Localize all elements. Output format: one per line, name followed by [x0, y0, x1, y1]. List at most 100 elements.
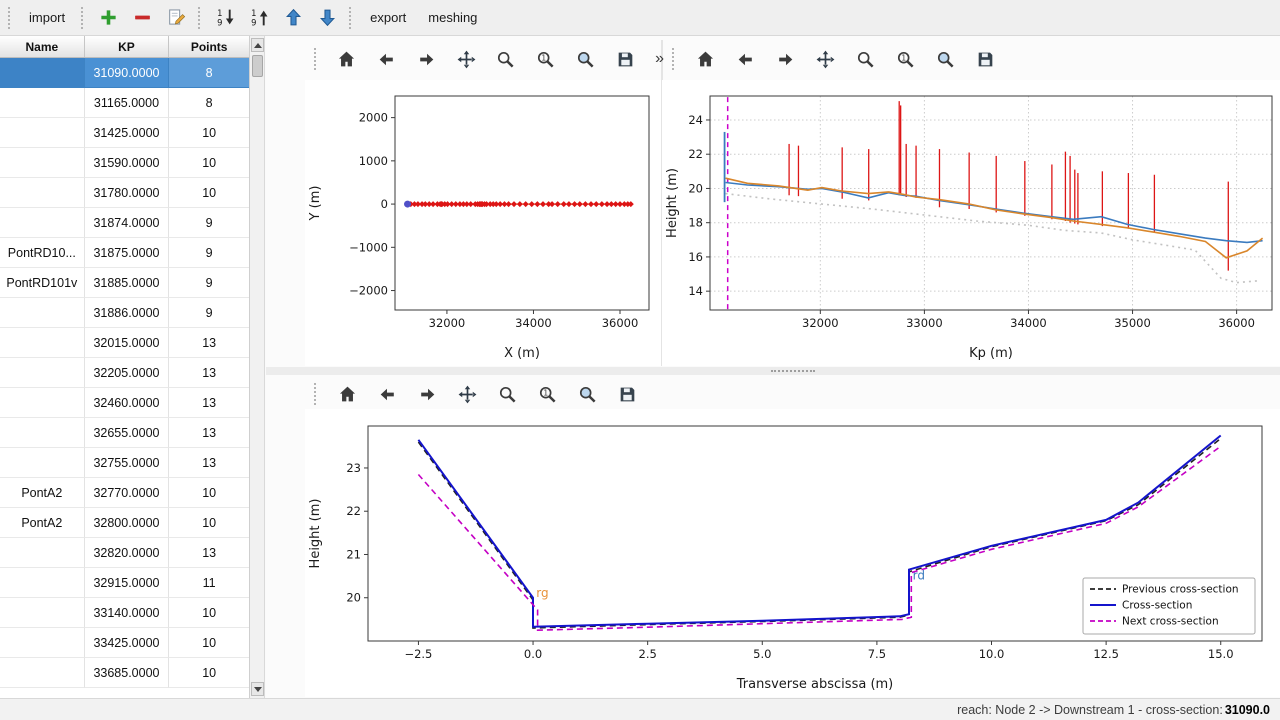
- cell-points[interactable]: 8: [169, 88, 249, 118]
- cell-points[interactable]: 9: [169, 238, 249, 268]
- cell-kp[interactable]: 31885.0000: [84, 268, 170, 298]
- zoom-original-icon[interactable]: 1: [532, 45, 560, 73]
- cell-name[interactable]: [0, 658, 85, 688]
- cell-kp[interactable]: 31165.0000: [84, 88, 170, 118]
- back-icon[interactable]: [373, 45, 401, 73]
- cell-points[interactable]: 10: [169, 148, 249, 178]
- cell-name[interactable]: [0, 88, 85, 118]
- scrollbar-thumb[interactable]: [252, 55, 263, 77]
- cell-points[interactable]: 13: [169, 328, 249, 358]
- cell-kp[interactable]: 31425.0000: [84, 118, 170, 148]
- cell-points[interactable]: 10: [169, 508, 249, 538]
- cell-name[interactable]: PontRD101v: [0, 268, 85, 298]
- table-row[interactable]: 32460.0000 13: [0, 388, 249, 418]
- table-row[interactable]: 32205.0000 13: [0, 358, 249, 388]
- cell-name[interactable]: [0, 178, 85, 208]
- cell-points[interactable]: 13: [169, 418, 249, 448]
- cell-kp[interactable]: 31886.0000: [84, 298, 170, 328]
- zoom-fit-icon[interactable]: [573, 380, 601, 408]
- cell-kp[interactable]: 31590.0000: [84, 148, 170, 178]
- cell-name[interactable]: PontA2: [0, 508, 85, 538]
- cell-points[interactable]: 11: [169, 568, 249, 598]
- horizontal-splitter[interactable]: [266, 367, 1280, 375]
- save-icon[interactable]: [611, 45, 639, 73]
- table-row[interactable]: 31425.0000 10: [0, 118, 249, 148]
- cell-kp[interactable]: 32205.0000: [84, 358, 170, 388]
- cell-points[interactable]: 13: [169, 358, 249, 388]
- zoom-fit-icon[interactable]: [931, 45, 959, 73]
- cell-points[interactable]: 13: [169, 448, 249, 478]
- zoom-fit-icon[interactable]: [572, 45, 600, 73]
- scrollbar-down-icon[interactable]: [251, 682, 264, 696]
- table-row[interactable]: 31090.0000 8: [0, 58, 249, 88]
- import-button[interactable]: import: [29, 10, 66, 25]
- cell-name[interactable]: [0, 328, 85, 358]
- zoom-icon[interactable]: [492, 45, 520, 73]
- forward-icon[interactable]: [413, 380, 441, 408]
- toolbar-grip[interactable]: [314, 383, 319, 405]
- cell-name[interactable]: PontA2: [0, 478, 85, 508]
- table-row[interactable]: 31886.0000 9: [0, 298, 249, 328]
- zoom-icon[interactable]: [851, 45, 879, 73]
- table-row[interactable]: 33685.0000 10: [0, 658, 249, 688]
- cell-kp[interactable]: 31090.0000: [84, 58, 170, 88]
- table-row[interactable]: 32655.0000 13: [0, 418, 249, 448]
- move-down-icon[interactable]: [313, 4, 341, 32]
- meshing-button[interactable]: meshing: [428, 10, 478, 25]
- zoom-icon[interactable]: [493, 380, 521, 408]
- cell-points[interactable]: 10: [169, 628, 249, 658]
- table-row[interactable]: 32820.0000 13: [0, 538, 249, 568]
- table-row[interactable]: 31165.0000 8: [0, 88, 249, 118]
- cell-name[interactable]: [0, 208, 85, 238]
- home-icon[interactable]: [333, 380, 361, 408]
- longitudinal-profile-chart[interactable]: 32000 33000 34000 35000 36000 14 16 18 20 22 24 Kp …: [662, 80, 1280, 366]
- remove-cross-section-icon[interactable]: [128, 4, 156, 32]
- table-row[interactable]: 32015.0000 13: [0, 328, 249, 358]
- cell-points[interactable]: 10: [169, 118, 249, 148]
- table-scrollbar[interactable]: [250, 36, 265, 698]
- cell-name[interactable]: [0, 58, 85, 88]
- home-icon[interactable]: [691, 45, 719, 73]
- table-row[interactable]: PontRD101v 31885.0000 9: [0, 268, 249, 298]
- edit-cross-section-icon[interactable]: [162, 4, 190, 32]
- plan-view-chart[interactable]: 32000 34000 36000 −2000 −1000 0 1000 2000 X (m) Y…: [305, 80, 661, 366]
- cell-points[interactable]: 13: [169, 538, 249, 568]
- cell-name[interactable]: [0, 448, 85, 478]
- zoom-original-icon[interactable]: 1: [533, 380, 561, 408]
- cell-kp[interactable]: 33140.0000: [84, 598, 170, 628]
- back-icon[interactable]: [731, 45, 759, 73]
- pan-icon[interactable]: [453, 380, 481, 408]
- table-row[interactable]: 31874.0000 9: [0, 208, 249, 238]
- cell-name[interactable]: [0, 388, 85, 418]
- table-row[interactable]: 31780.0000 10: [0, 178, 249, 208]
- column-header-kp[interactable]: KP: [85, 36, 170, 57]
- cell-kp[interactable]: 31780.0000: [84, 178, 170, 208]
- back-icon[interactable]: [373, 380, 401, 408]
- cell-points[interactable]: 9: [169, 208, 249, 238]
- table-row[interactable]: 31590.0000 10: [0, 148, 249, 178]
- zoom-original-icon[interactable]: 1: [891, 45, 919, 73]
- cell-kp[interactable]: 31874.0000: [84, 208, 170, 238]
- move-up-icon[interactable]: [279, 4, 307, 32]
- splitter-handle-icon[interactable]: [771, 370, 815, 372]
- export-button[interactable]: export: [370, 10, 407, 25]
- cell-kp[interactable]: 32015.0000: [84, 328, 170, 358]
- table-row[interactable]: 32755.0000 13: [0, 448, 249, 478]
- cell-name[interactable]: [0, 358, 85, 388]
- cell-kp[interactable]: 32770.0000: [84, 478, 170, 508]
- pan-icon[interactable]: [452, 45, 480, 73]
- cell-kp[interactable]: 32460.0000: [84, 388, 170, 418]
- cell-kp[interactable]: 32655.0000: [84, 418, 170, 448]
- cell-name[interactable]: [0, 628, 85, 658]
- toolbar-grip[interactable]: [672, 48, 677, 70]
- cell-kp[interactable]: 33425.0000: [84, 628, 170, 658]
- cell-name[interactable]: [0, 298, 85, 328]
- cell-name[interactable]: [0, 538, 85, 568]
- toolbar-grip[interactable]: [8, 6, 13, 29]
- table-row[interactable]: 32915.0000 11: [0, 568, 249, 598]
- toolbar-overflow-chevron[interactable]: »: [655, 50, 664, 67]
- forward-icon[interactable]: [771, 45, 799, 73]
- add-cross-section-icon[interactable]: [94, 4, 122, 32]
